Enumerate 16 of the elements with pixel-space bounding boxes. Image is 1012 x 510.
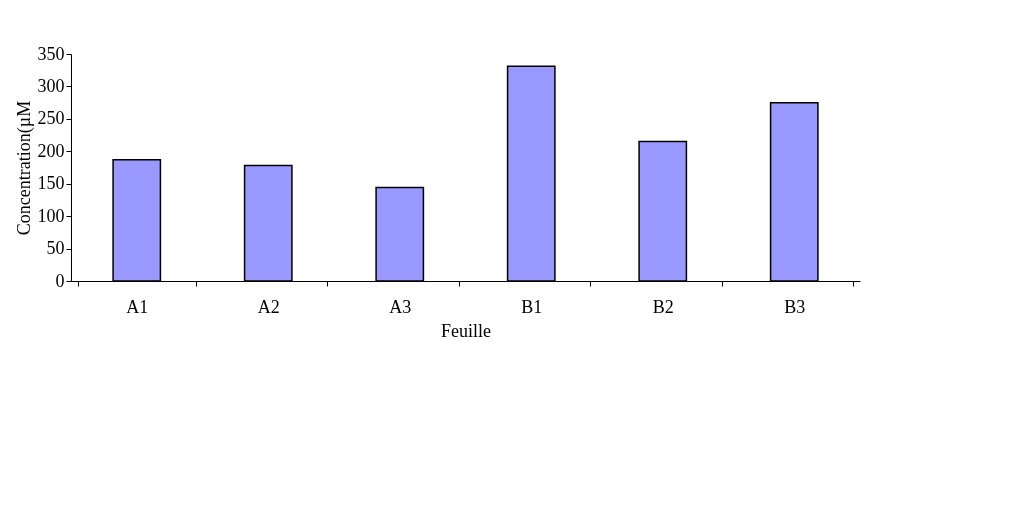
y-tick-label: 0 [55, 270, 65, 291]
y-tick-label: 150 [37, 173, 65, 194]
x-tick-label: A3 [389, 296, 412, 317]
y-tick-label: 250 [37, 108, 65, 129]
y-tick-label: 50 [46, 238, 65, 259]
x-tick-label: B3 [784, 296, 806, 317]
x-tick-label: B2 [652, 296, 674, 317]
y-tick-label: 200 [37, 140, 65, 161]
x-tick-label: B1 [521, 296, 543, 317]
x-axis-title: Feuille [441, 320, 491, 341]
y-tick-label: 100 [37, 205, 65, 226]
x-tick-label: A2 [257, 296, 280, 317]
y-tick-label: 300 [37, 75, 65, 96]
x-tick-label: A1 [126, 296, 149, 317]
y-tick-label: 350 [37, 43, 65, 64]
y-axis-title: Concentration(µM [13, 100, 35, 236]
